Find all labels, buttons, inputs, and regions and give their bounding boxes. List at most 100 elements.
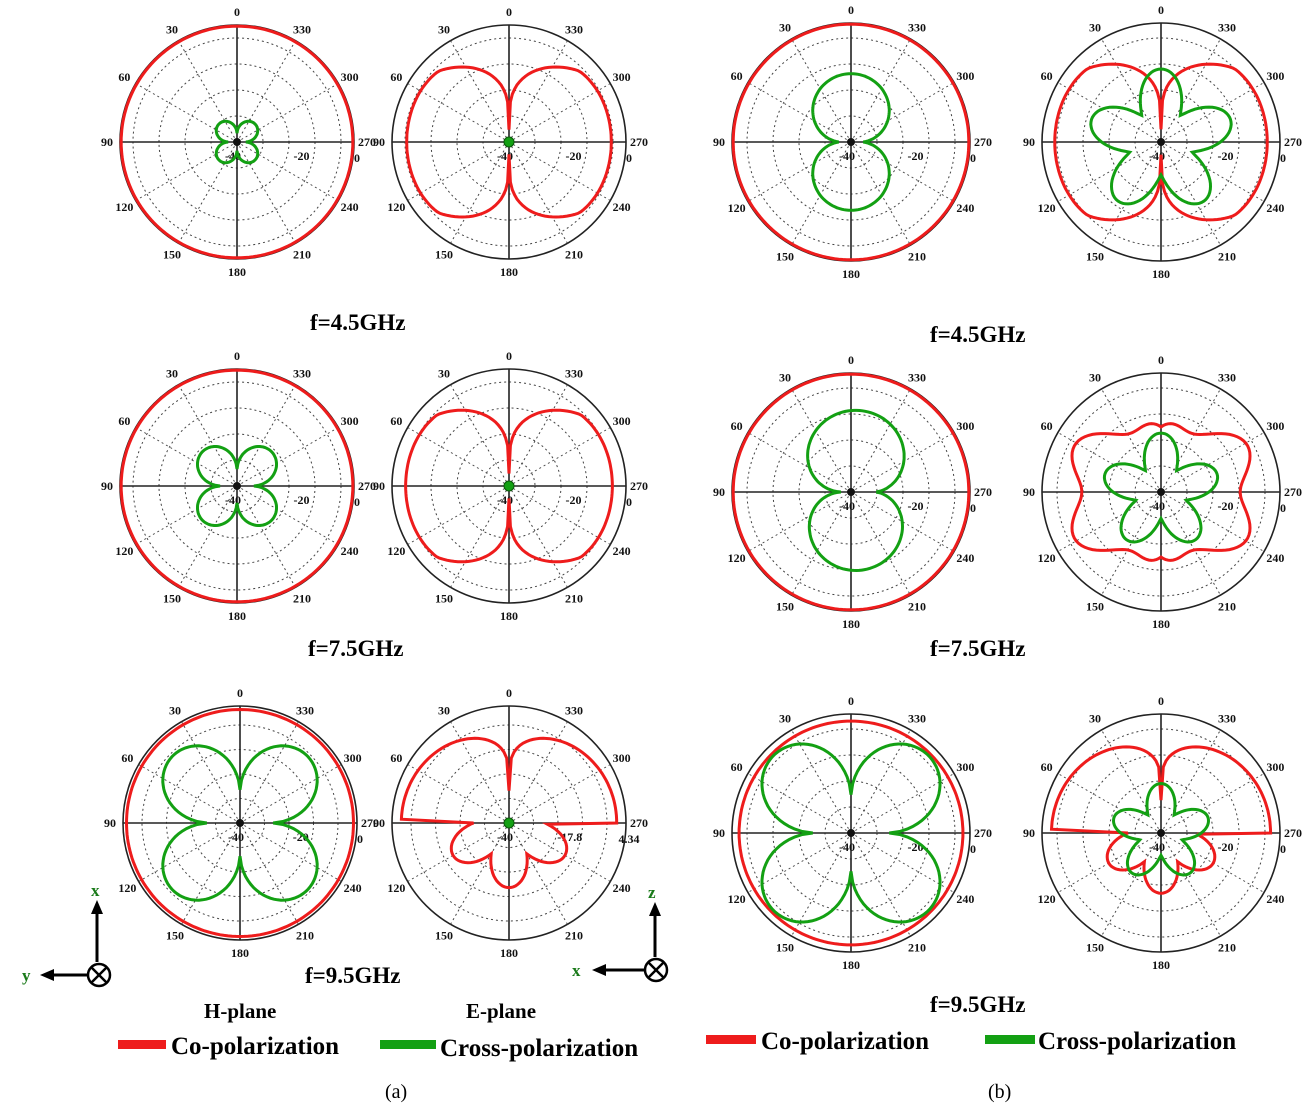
angle-tick-label: 180 (500, 609, 518, 623)
angle-tick-label: 300 (344, 751, 362, 765)
radial-tick-label: -20 (907, 149, 923, 163)
grid-spoke (239, 822, 299, 925)
center-dot (233, 482, 241, 490)
angle-tick-label: 30 (166, 22, 178, 36)
radial-tick-label: -20 (1217, 149, 1233, 163)
angle-tick-label: 210 (908, 940, 926, 954)
freq-caption-b-1: f=4.5GHz (930, 322, 1026, 347)
radial-tick-label: -20 (565, 493, 581, 507)
angle-tick-label: 240 (613, 200, 631, 214)
angle-tick-label: 300 (956, 419, 974, 433)
angle-tick-label: 60 (390, 751, 402, 765)
cross-polarization-trace (1089, 67, 1233, 206)
grid-spoke (1057, 82, 1162, 143)
angle-tick-label: 330 (1218, 712, 1236, 726)
angle-tick-label: 180 (842, 267, 860, 281)
angle-tick-label: 180 (1152, 617, 1170, 631)
angle-tick-label: 300 (1266, 69, 1284, 83)
angle-tick-label: 30 (779, 21, 791, 35)
angle-tick-label: 60 (731, 69, 743, 83)
grid-spoke (508, 721, 568, 824)
angle-tick-label: 0 (848, 3, 854, 17)
cross-polarization-trace (503, 136, 515, 148)
angle-tick-label: 120 (387, 200, 405, 214)
cross-polarization-trace (503, 817, 515, 829)
radial-tick-label: 0 (970, 842, 976, 856)
grid-spoke (1160, 491, 1221, 596)
grid-spoke (135, 427, 238, 487)
angle-tick-label: 150 (776, 599, 794, 613)
angle-tick-label: 30 (1089, 371, 1101, 385)
angle-tick-label: 240 (341, 544, 359, 558)
radial-tick-label: 0 (357, 832, 363, 846)
axis-label-a-left: y (22, 966, 31, 985)
h-plane-label: H-plane (204, 999, 276, 1023)
angle-tick-label: 180 (500, 265, 518, 279)
legend-label-co-b: Co-polarization (761, 1028, 929, 1055)
grid-spoke (747, 82, 852, 143)
axis-label-b-left: x (572, 961, 581, 980)
angle-tick-label: 90 (373, 135, 385, 149)
cross-polarization-trace (811, 72, 891, 212)
angle-tick-label: 330 (565, 22, 583, 36)
grid-spoke (239, 764, 342, 824)
angle-tick-label: 120 (728, 201, 746, 215)
co-polarization-trace (119, 24, 355, 260)
angle-tick-label: 0 (234, 349, 240, 363)
radial-tick-label: 0 (354, 495, 360, 509)
cross-polarization-trace (806, 408, 906, 573)
panel-label-a: (a) (385, 1081, 407, 1103)
angle-tick-label: 270 (358, 479, 376, 493)
co-polarization-trace (404, 408, 614, 564)
axis-label-a-up: x (91, 881, 100, 900)
radial-tick-label: -20 (293, 149, 309, 163)
angle-tick-label: 60 (118, 70, 130, 84)
angle-tick-label: 270 (630, 479, 648, 493)
angle-tick-label: 180 (1152, 267, 1170, 281)
grid-spoke (1160, 82, 1265, 143)
freq-caption-a-1: f=4.5GHz (310, 310, 406, 335)
grid-spoke (407, 83, 510, 143)
angle-tick-label: 270 (974, 826, 992, 840)
angle-tick-label: 120 (115, 544, 133, 558)
grid-spoke (850, 38, 911, 143)
angle-tick-label: 150 (435, 248, 453, 262)
grid-spoke (747, 141, 852, 202)
angle-tick-label: 300 (956, 760, 974, 774)
grid-spoke (850, 141, 911, 246)
angle-tick-label: 270 (630, 135, 648, 149)
grid-spoke (178, 384, 238, 487)
co-polarization-trace (1070, 422, 1252, 562)
angle-tick-label: 270 (358, 135, 376, 149)
grid-spoke (450, 384, 510, 487)
angle-tick-label: 240 (956, 892, 974, 906)
freq-caption-a-2: f=7.5GHz (308, 636, 404, 661)
angle-tick-label: 270 (1284, 485, 1302, 499)
angle-tick-label: 0 (1158, 3, 1164, 17)
cross-polarization-trace (161, 744, 319, 902)
grid-spoke (1160, 38, 1221, 143)
angle-tick-label: 330 (1218, 371, 1236, 385)
angle-tick-label: 150 (435, 929, 453, 943)
grid-spoke (850, 491, 911, 596)
radial-tick-label: -40 (1149, 840, 1165, 854)
legend-swatch-co-a (118, 1040, 166, 1049)
angle-tick-label: 120 (115, 200, 133, 214)
freq-caption-b-2: f=7.5GHz (930, 636, 1026, 661)
angle-tick-label: 120 (118, 881, 136, 895)
grid-spoke (747, 432, 852, 493)
angle-tick-label: 150 (1086, 599, 1104, 613)
angle-tick-label: 270 (974, 485, 992, 499)
grid-spoke (138, 822, 241, 882)
angle-tick-label: 60 (1041, 69, 1053, 83)
angle-tick-label: 0 (1158, 694, 1164, 708)
radial-tick-label: -20 (565, 149, 581, 163)
angle-tick-label: 210 (293, 592, 311, 606)
angle-tick-label: 240 (613, 881, 631, 895)
angle-tick-label: 240 (341, 200, 359, 214)
angle-tick-label: 90 (1023, 826, 1035, 840)
